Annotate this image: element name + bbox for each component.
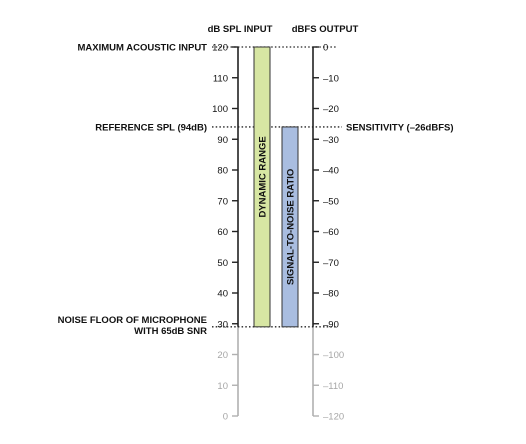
right-tick-label: –50 <box>323 196 339 207</box>
right-tick-label: –80 <box>323 289 339 300</box>
reference-spl-label: REFERENCE SPL (94dB) <box>95 122 207 133</box>
left-tick-label: 60 <box>217 227 228 238</box>
output-axis-header: dBFS OUTPUT <box>292 24 359 35</box>
dynamic-range-bar <box>253 46 271 328</box>
snr-label: SIGNAL-TO-NOISE RATIO <box>286 169 297 285</box>
right-tick-label: –110 <box>323 381 343 392</box>
left-tick-label: 90 <box>217 135 228 146</box>
left-tick-label: 70 <box>217 196 228 207</box>
noise-floor-label-line1: NOISE FLOOR OF MICROPHONE <box>58 315 207 326</box>
left-tick-label: 30 <box>217 319 228 330</box>
right-tick-label: –60 <box>323 227 339 238</box>
right-tick-label: –30 <box>323 135 339 146</box>
right-tick-label: –90 <box>323 319 339 330</box>
left-tick-label: 20 <box>217 350 228 361</box>
left-tick-label: 80 <box>217 166 228 177</box>
left-tick-label: 120 <box>212 43 228 54</box>
right-axis-ticks: 0 –10 –20 –30 –40 –50 –60 –70 –80 –90 –100 –110 –120 <box>313 43 344 423</box>
right-tick-label: –70 <box>323 258 339 269</box>
right-tick-label: –10 <box>323 73 339 84</box>
right-tick-label: 0 <box>323 43 328 54</box>
left-tick-label: 40 <box>217 289 228 300</box>
snr-bar <box>281 126 299 328</box>
right-tick-label: –120 <box>323 412 344 423</box>
noise-floor-label-line2: WITH 65dB SNR <box>134 326 207 337</box>
left-tick-label: 10 <box>217 381 228 392</box>
right-tick-label: –40 <box>323 166 339 177</box>
right-tick-label: –100 <box>323 350 344 361</box>
right-tick-label: –20 <box>323 104 339 115</box>
left-tick-label: 50 <box>217 258 228 269</box>
max-acoustic-input-label: MAXIMUM ACOUSTIC INPUT <box>78 43 208 54</box>
sensitivity-label: SENSITIVITY (–26dBFS) <box>346 122 454 133</box>
left-tick-label: 110 <box>213 73 228 84</box>
dynamic-range-label: DYNAMIC RANGE <box>258 136 269 217</box>
left-tick-label: 100 <box>212 104 228 115</box>
left-tick-label: 0 <box>223 412 228 423</box>
input-axis-header: dB SPL INPUT <box>208 24 273 35</box>
